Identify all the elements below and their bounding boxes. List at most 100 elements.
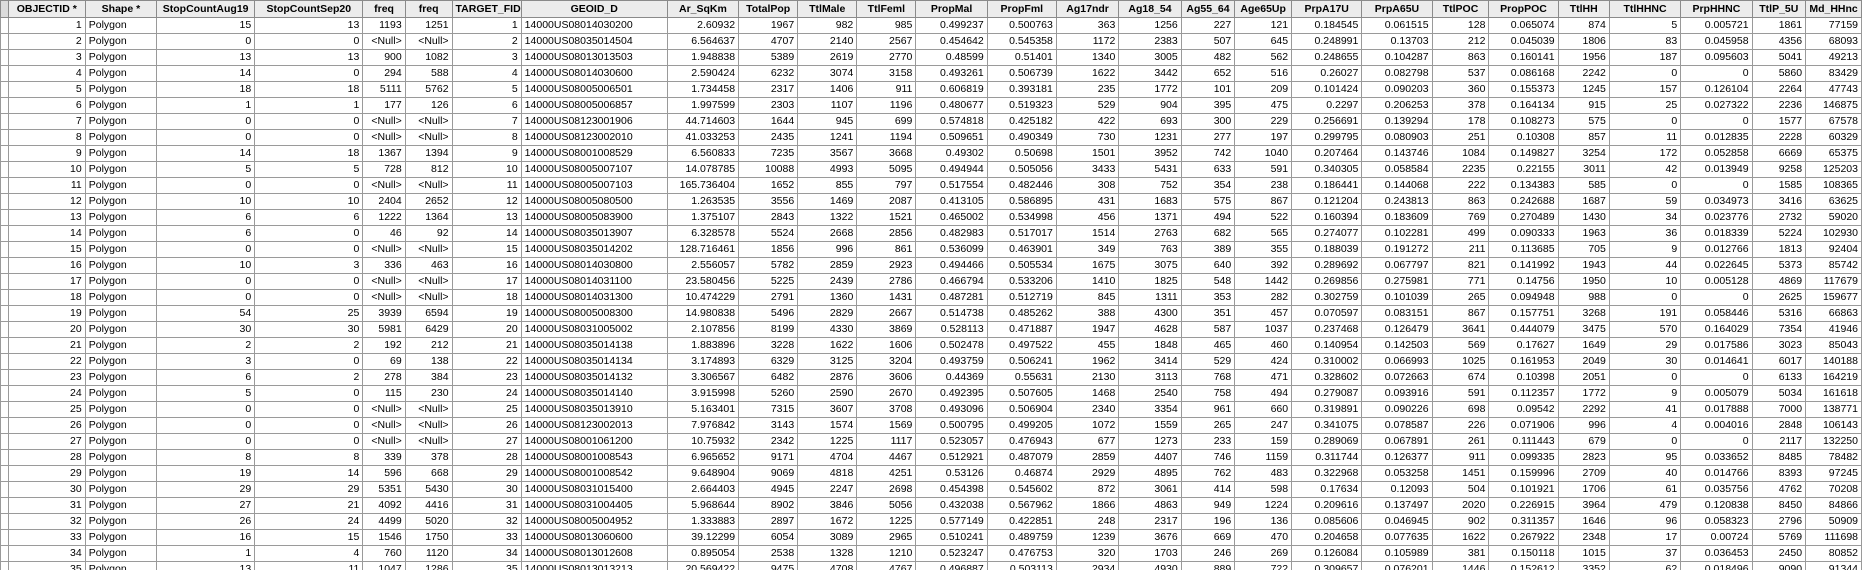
table-cell[interactable]: 14000US08035013910 xyxy=(520,401,668,418)
table-cell[interactable]: 0.005128 xyxy=(1680,273,1753,290)
table-row[interactable]: 13 Polygon 6 6 1222 1364 13 14000US08005083900 1… xyxy=(0,209,1862,226)
row-selector[interactable] xyxy=(0,17,9,34)
table-cell[interactable]: 0.101039 xyxy=(1361,289,1433,306)
table-cell[interactable]: 5056 xyxy=(856,497,917,514)
table-cell[interactable]: 0.499237 xyxy=(915,17,988,34)
table-cell[interactable]: 6 xyxy=(254,209,364,226)
table-cell[interactable]: 320 xyxy=(1055,545,1120,562)
table-cell[interactable]: 0.126104 xyxy=(1680,81,1753,98)
table-cell[interactable]: 30 xyxy=(1608,353,1682,370)
table-cell[interactable]: 0.895054 xyxy=(666,545,740,562)
table-cell[interactable]: 845 xyxy=(1055,289,1120,306)
table-cell[interactable]: 132250 xyxy=(1805,433,1862,450)
table-cell[interactable]: 4895 xyxy=(1118,465,1182,482)
table-cell[interactable]: 6.328578 xyxy=(666,225,740,242)
table-cell[interactable]: 0.49302 xyxy=(915,145,988,162)
table-cell[interactable]: 2859 xyxy=(797,257,858,274)
table-cell[interactable]: Polygon xyxy=(84,321,158,338)
table-cell[interactable]: Polygon xyxy=(84,49,158,66)
table-cell[interactable]: 14000US08014030200 xyxy=(520,17,668,34)
table-cell[interactable]: 0 xyxy=(156,113,256,130)
table-cell[interactable]: 5431 xyxy=(1118,161,1182,178)
table-cell[interactable]: 61 xyxy=(1608,481,1682,498)
table-cell[interactable]: 0.311357 xyxy=(1488,513,1559,530)
table-cell[interactable]: 1431 xyxy=(856,289,917,306)
table-cell[interactable]: 3676 xyxy=(1118,529,1182,546)
table-cell[interactable]: 0 xyxy=(254,417,364,434)
table-cell[interactable]: 0.466794 xyxy=(915,273,988,290)
table-cell[interactable]: 2 xyxy=(254,369,364,386)
table-cell[interactable]: 1644 xyxy=(738,113,799,130)
table-cell[interactable]: 0.319891 xyxy=(1291,401,1363,418)
table-cell[interactable]: 0.160394 xyxy=(1291,209,1363,226)
table-cell[interactable]: 0.058323 xyxy=(1680,513,1753,530)
table-row[interactable]: 33 Polygon 16 15 1546 1750 33 14000US0801306060… xyxy=(0,529,1862,546)
table-cell[interactable]: 13 xyxy=(254,17,364,34)
table-cell[interactable]: 0.482446 xyxy=(986,177,1057,194)
table-row[interactable]: 31 Polygon 27 21 4092 4416 31 14000US0803100440… xyxy=(0,497,1862,514)
table-cell[interactable]: 482 xyxy=(1180,49,1236,66)
table-cell[interactable]: 0.289692 xyxy=(1291,257,1363,274)
row-selector[interactable] xyxy=(0,97,9,114)
table-cell[interactable]: 34 xyxy=(451,545,522,562)
table-cell[interactable]: 2317 xyxy=(738,81,799,98)
table-cell[interactable]: 0 xyxy=(254,289,364,306)
table-cell[interactable]: 0.191272 xyxy=(1361,241,1433,258)
table-cell[interactable]: <Null> xyxy=(404,177,453,194)
table-cell[interactable]: 3.915998 xyxy=(666,385,740,402)
table-cell[interactable]: 0.207464 xyxy=(1291,145,1363,162)
table-cell[interactable]: 0.341075 xyxy=(1291,417,1363,434)
table-cell[interactable]: 3607 xyxy=(797,401,858,418)
table-cell[interactable]: 0.004016 xyxy=(1680,417,1753,434)
table-cell[interactable]: 0.487281 xyxy=(915,289,988,306)
table-cell[interactable]: 4869 xyxy=(1751,273,1807,290)
table-cell[interactable]: 97245 xyxy=(1805,465,1862,482)
table-cell[interactable]: 705 xyxy=(1557,241,1610,258)
table-cell[interactable]: 2292 xyxy=(1557,401,1610,418)
column-header[interactable]: Md_HHnc xyxy=(1805,0,1862,18)
table-cell[interactable]: 0.036453 xyxy=(1680,545,1753,562)
table-cell[interactable]: 20 xyxy=(451,321,522,338)
table-cell[interactable]: 0.248991 xyxy=(1291,33,1363,50)
table-row[interactable]: 16 Polygon 10 3 336 463 16 14000US08014030800 2.… xyxy=(0,257,1862,274)
table-cell[interactable]: Polygon xyxy=(84,257,158,274)
table-cell[interactable]: 4300 xyxy=(1118,305,1182,322)
table-cell[interactable]: 1231 xyxy=(1118,129,1182,146)
table-cell[interactable]: 2668 xyxy=(797,225,858,242)
table-cell[interactable]: 6133 xyxy=(1751,369,1807,386)
table-cell[interactable]: 762 xyxy=(1180,465,1236,482)
table-cell[interactable]: 0.112357 xyxy=(1488,385,1559,402)
table-cell[interactable]: 0.067891 xyxy=(1361,433,1433,450)
table-cell[interactable]: 0.328602 xyxy=(1291,369,1363,386)
row-selector[interactable] xyxy=(0,225,9,242)
table-cell[interactable]: 0.309657 xyxy=(1291,561,1363,570)
table-cell[interactable]: 0.150118 xyxy=(1488,545,1559,562)
table-cell[interactable]: 2140 xyxy=(797,33,858,50)
table-cell[interactable]: 6017 xyxy=(1751,353,1807,370)
table-cell[interactable]: 23 xyxy=(7,369,86,386)
table-cell[interactable]: 1 xyxy=(156,545,256,562)
table-cell[interactable]: 42 xyxy=(1608,161,1682,178)
table-cell[interactable]: 2540 xyxy=(1118,385,1182,402)
table-cell[interactable]: 4330 xyxy=(797,321,858,338)
table-cell[interactable]: 0.035756 xyxy=(1680,481,1753,498)
table-cell[interactable]: 2020 xyxy=(1431,497,1490,514)
table-cell[interactable]: <Null> xyxy=(404,417,453,434)
table-cell[interactable]: 455 xyxy=(1055,337,1120,354)
table-cell[interactable]: 598 xyxy=(1234,481,1293,498)
table-cell[interactable]: 522 xyxy=(1234,209,1293,226)
table-cell[interactable]: 1040 xyxy=(1234,145,1293,162)
table-cell[interactable]: 1222 xyxy=(362,209,406,226)
table-cell[interactable]: 10 xyxy=(451,161,522,178)
table-cell[interactable]: 1963 xyxy=(1557,225,1610,242)
table-cell[interactable]: 1947 xyxy=(1055,321,1120,338)
table-cell[interactable]: 0 xyxy=(156,401,256,418)
table-cell[interactable]: 0.528113 xyxy=(915,321,988,338)
table-cell[interactable]: 2732 xyxy=(1751,209,1807,226)
row-selector[interactable] xyxy=(0,289,9,306)
table-cell[interactable]: 3556 xyxy=(738,193,799,210)
table-cell[interactable]: 187 xyxy=(1608,49,1682,66)
table-cell[interactable]: 0.005721 xyxy=(1680,17,1753,34)
table-cell[interactable]: Polygon xyxy=(84,337,158,354)
table-cell[interactable]: 3.174893 xyxy=(666,353,740,370)
